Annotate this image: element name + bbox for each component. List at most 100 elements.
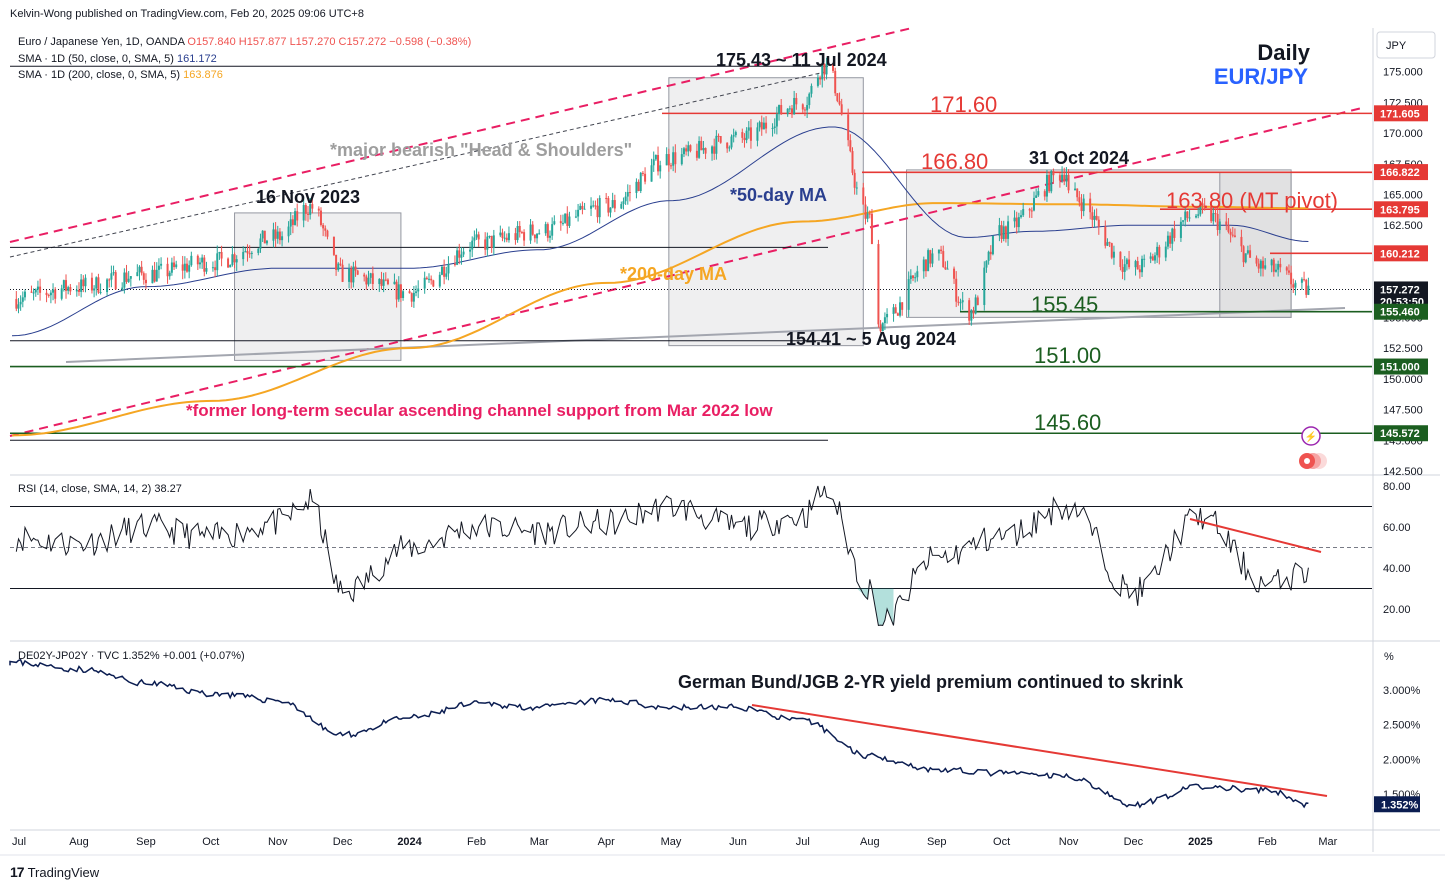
candle-body	[665, 154, 668, 166]
candle-body	[114, 272, 117, 290]
candle-body	[294, 211, 297, 225]
candle-body	[45, 292, 48, 295]
candle-body	[324, 228, 327, 231]
candle-body	[272, 229, 275, 241]
candle-body	[138, 266, 141, 273]
candle-body	[469, 249, 472, 252]
candle-body	[732, 135, 735, 137]
yield-spread-line	[9, 658, 1309, 809]
currency-label: JPY	[1386, 40, 1407, 52]
candle-body	[786, 108, 789, 115]
candle-body	[34, 289, 37, 293]
rsi-tick-label: 40.00	[1383, 563, 1411, 575]
candle-body	[1119, 251, 1122, 267]
candle-body	[54, 289, 57, 299]
candle-body	[899, 302, 902, 316]
candle-body	[590, 205, 593, 209]
candle-body	[1121, 266, 1124, 272]
candle-body	[931, 253, 934, 264]
annotation-16-nov: 16 Nov 2023	[256, 187, 360, 207]
candle-body	[1089, 198, 1092, 213]
rsi-legend: RSI (14, close, SMA, 14, 2) 38.27	[18, 483, 182, 495]
candle-body	[332, 236, 335, 255]
candle-body	[886, 313, 889, 318]
candle-body	[369, 273, 372, 278]
candle-body	[317, 208, 320, 211]
publisher-line: Kelvin-Wong published on TradingView.com…	[10, 8, 364, 20]
candle-body	[927, 250, 930, 272]
candle-body	[743, 137, 746, 141]
yield-last-text: 1.352%	[1381, 799, 1419, 811]
time-tick-label: 2024	[397, 836, 422, 848]
ohlc-high: H157.877	[238, 36, 287, 48]
candle-body	[704, 148, 707, 154]
candle-body	[1080, 202, 1083, 212]
candle-body	[1186, 211, 1189, 218]
candle-body	[855, 187, 858, 189]
candle-body	[957, 301, 960, 303]
candle-body	[1184, 211, 1187, 221]
candle-body	[412, 292, 415, 302]
rsi-line	[15, 485, 1309, 626]
candle-body	[922, 259, 925, 272]
candle-body	[1106, 242, 1109, 246]
annotation-mt-pivot: 163.80 (MT pivot)	[1166, 188, 1338, 213]
candles-group	[15, 57, 1310, 333]
candle-body	[961, 300, 964, 303]
candle-body	[1300, 279, 1303, 283]
candle-body	[67, 287, 70, 291]
candle-body	[453, 263, 456, 265]
candle-body	[108, 279, 111, 281]
candle-body	[402, 291, 405, 298]
candle-body	[440, 266, 443, 275]
candle-body	[713, 146, 716, 154]
lightning-glyph-icon: ⚡	[1305, 430, 1317, 443]
candle-body	[976, 297, 979, 305]
candle-body	[745, 130, 748, 141]
candle-body	[1264, 265, 1267, 269]
sma200-label: SMA · 1D (200, close, 0, SMA, 5)	[18, 69, 181, 81]
candle-body	[1108, 242, 1111, 244]
candle-body	[1199, 203, 1202, 215]
candle-body	[1078, 197, 1081, 203]
candle-body	[758, 122, 761, 128]
candle-body	[788, 108, 791, 110]
candle-body	[501, 232, 504, 238]
candle-body	[1292, 284, 1295, 288]
candle-body	[1093, 215, 1096, 220]
tradingview-brand[interactable]: 17 TradingView	[10, 864, 99, 880]
candle-body	[84, 277, 87, 287]
price-tick-label: 162.500	[1383, 220, 1423, 232]
candle-body	[574, 216, 577, 218]
candle-body	[1028, 209, 1031, 211]
candle-body	[970, 310, 973, 321]
rsi-tick-label: 80.00	[1383, 481, 1411, 493]
candle-body	[93, 288, 96, 291]
candle-body	[136, 272, 139, 277]
candle-body	[533, 234, 536, 239]
candle-body	[62, 280, 65, 289]
candle-body	[30, 291, 33, 293]
candle-body	[868, 213, 871, 215]
candle-body	[231, 254, 234, 266]
candle-body	[1134, 261, 1137, 268]
candle-body	[1052, 170, 1055, 176]
candle-body	[685, 148, 688, 152]
annotation-head-shoulders: *major bearish "Head & Shoulders"	[330, 140, 632, 160]
candle-body	[520, 232, 523, 234]
candle-body	[475, 234, 478, 238]
candle-body	[488, 235, 491, 237]
price-tick-label: 165.000	[1383, 189, 1423, 201]
candle-body	[484, 239, 487, 250]
price-label-text: 166.822	[1380, 167, 1420, 179]
candle-body	[551, 224, 554, 236]
candle-body	[680, 154, 683, 165]
candle-body	[1294, 282, 1297, 288]
candle-body	[762, 122, 765, 130]
candle-body	[365, 276, 368, 285]
candle-body	[626, 192, 629, 197]
candle-body	[641, 172, 644, 174]
timeframe-label: Daily	[1257, 40, 1310, 65]
candle-body	[173, 262, 176, 268]
time-tick-label: Oct	[993, 836, 1010, 848]
